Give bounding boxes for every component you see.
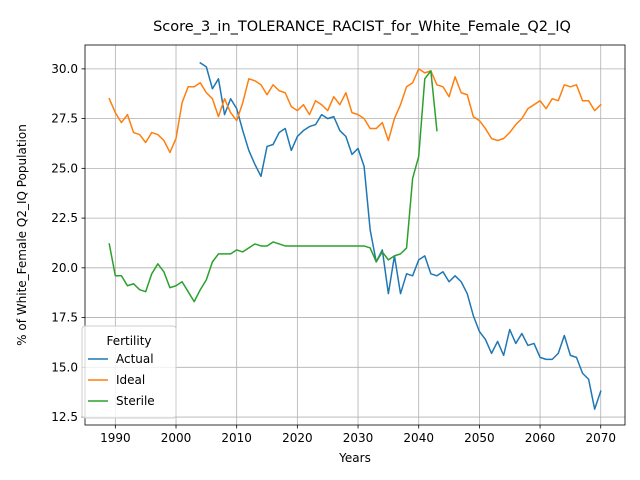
y-tick-label: 20.0 <box>51 261 78 275</box>
x-tick-label: 2050 <box>464 431 495 445</box>
y-tick-label: 25.0 <box>51 161 78 175</box>
x-tick-label: 1990 <box>100 431 131 445</box>
x-tick-label: 2040 <box>403 431 434 445</box>
x-tick-label: 2020 <box>282 431 313 445</box>
chart-title: Score_3_in_TOLERANCE_RACIST_for_White_Fe… <box>153 19 571 35</box>
legend-label-ideal: Ideal <box>116 373 145 387</box>
legend-title: Fertility <box>106 334 151 348</box>
y-tick-label: 12.5 <box>51 410 78 424</box>
x-tick-label: 2070 <box>585 431 616 445</box>
x-tick-label: 2000 <box>161 431 192 445</box>
y-tick-label: 15.0 <box>51 360 78 374</box>
x-tick-label: 2060 <box>525 431 556 445</box>
legend: Fertility Actual Ideal Sterile <box>82 326 176 418</box>
legend-label-sterile: Sterile <box>116 394 155 408</box>
x-tick-label: 2030 <box>343 431 374 445</box>
x-tick-label: 2010 <box>221 431 252 445</box>
x-axis-label: Years <box>338 451 371 465</box>
y-axis-label: % of White_Female Q2_IQ Population <box>15 124 29 346</box>
y-tick-label: 17.5 <box>51 311 78 325</box>
y-tick-label: 30.0 <box>51 62 78 76</box>
y-tick-label: 27.5 <box>51 112 78 126</box>
y-tick-label: 22.5 <box>51 211 78 225</box>
legend-label-actual: Actual <box>116 352 154 366</box>
